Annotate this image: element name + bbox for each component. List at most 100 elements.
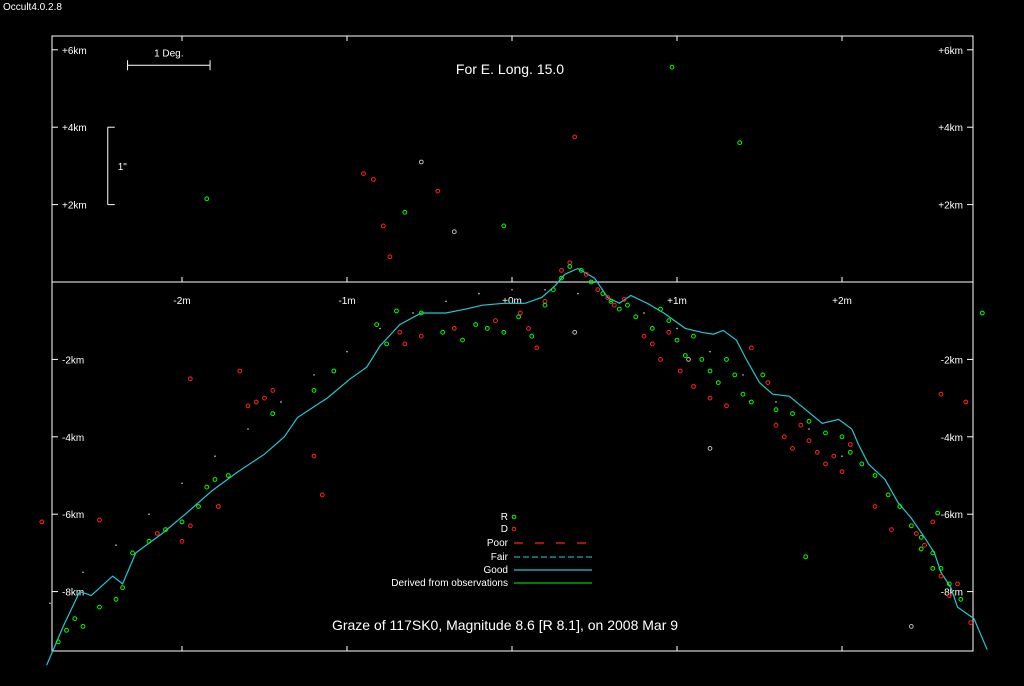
disappearance-point xyxy=(262,395,267,401)
reappearance-point xyxy=(633,314,639,320)
prediction-limit-dot xyxy=(478,292,480,295)
disappearance-point xyxy=(451,326,457,331)
reappearance-point xyxy=(691,333,696,339)
disappearance-point xyxy=(831,453,837,459)
disappearance-point xyxy=(798,422,804,428)
disappearance-point xyxy=(872,504,878,509)
reappearance-point xyxy=(567,264,573,269)
disappearance-point xyxy=(270,388,276,393)
reappearance-point xyxy=(823,430,828,436)
y-tick-label-left: +6km xyxy=(62,46,87,57)
disappearance-point xyxy=(559,268,564,273)
disappearance-point xyxy=(823,461,828,467)
reappearance-point xyxy=(97,604,102,610)
other-event-point xyxy=(572,329,578,335)
reappearance-point xyxy=(204,484,210,490)
disappearance-point xyxy=(542,299,548,304)
y-tick-label-left: -8km xyxy=(62,588,84,599)
reappearance-point xyxy=(225,473,231,478)
reappearance-point xyxy=(803,554,809,560)
reappearance-point xyxy=(859,461,865,467)
reappearance-point xyxy=(542,302,548,308)
prediction-limit-dot xyxy=(610,300,612,303)
reappearance-point xyxy=(908,523,914,529)
x-tick-label: -1m xyxy=(338,296,355,307)
y-tick-label-right: +6km xyxy=(938,46,963,57)
reappearance-point xyxy=(715,380,721,386)
prediction-limit-dot xyxy=(742,374,744,376)
disappearance-point xyxy=(922,542,927,548)
prediction-limit-dots xyxy=(49,288,843,605)
reappearance-point xyxy=(847,449,853,455)
prediction-limit-dot xyxy=(49,602,51,605)
reappearance-point xyxy=(732,372,738,378)
reappearance-point xyxy=(958,596,964,602)
disappearance-point xyxy=(493,318,498,324)
disappearance-point xyxy=(402,341,408,347)
limb-profile-line xyxy=(46,267,988,666)
prediction-limit-dot xyxy=(82,571,84,574)
reappearance-point xyxy=(55,639,61,645)
other-event-point xyxy=(451,229,457,235)
degree-scale-label: 1 Deg. xyxy=(154,48,183,59)
disappearance-point xyxy=(215,504,221,509)
app-version-label: Occult4.0.2.8 xyxy=(3,2,62,13)
disappearance-point xyxy=(517,310,523,316)
legend-good-label: Good xyxy=(484,565,508,576)
prediction-limit-dot xyxy=(280,401,282,403)
disappearance-point xyxy=(583,271,589,277)
reappearance-point xyxy=(658,306,663,312)
reappearance-point xyxy=(707,368,713,374)
prediction-limit-dot xyxy=(841,455,843,457)
disappearance-point xyxy=(319,492,325,498)
disappearance-point xyxy=(658,357,663,362)
reappearance-point xyxy=(699,357,705,362)
reappearance-point xyxy=(394,308,399,314)
reappearance-point xyxy=(418,310,424,316)
reappearance-point xyxy=(669,64,675,70)
disappearance-point xyxy=(765,380,771,386)
legend-fair-label: Fair xyxy=(491,552,509,563)
scale-bars: 1 Deg. 1" xyxy=(107,48,211,206)
reappearance-point xyxy=(682,353,688,358)
legend-poor-label: Poor xyxy=(487,538,509,549)
prediction-limit-dot xyxy=(313,374,315,376)
y-tick-label-left: -2km xyxy=(62,355,84,366)
prediction-limit-dot xyxy=(511,288,513,291)
reappearance-point xyxy=(979,310,985,316)
disappearance-point xyxy=(534,345,540,351)
reappearance-point xyxy=(946,581,952,587)
reappearance-point xyxy=(625,302,630,308)
prediction-limit-dot xyxy=(775,401,777,403)
reappearance-point xyxy=(773,407,779,413)
disappearance-point xyxy=(677,368,683,374)
legend-d-marker xyxy=(511,526,517,532)
prediction-limit-dot xyxy=(181,482,183,485)
disappearance-point xyxy=(179,538,185,544)
reappearance-point xyxy=(839,434,845,440)
disappearance-point xyxy=(187,376,193,382)
subtitle: For E. Long. 15.0 xyxy=(456,61,564,77)
reappearance-point xyxy=(484,326,490,331)
disappearance-point xyxy=(595,287,601,293)
prediction-limit-dot xyxy=(709,350,711,353)
reappearance-point xyxy=(649,326,655,331)
y-tick-label-left: -4km xyxy=(62,433,84,444)
reappearance-point xyxy=(600,291,606,297)
other-event-point xyxy=(908,624,914,629)
reappearance-point xyxy=(529,333,535,339)
reappearance-point xyxy=(501,223,507,229)
reappearance-point xyxy=(311,388,317,393)
reappearance-point xyxy=(80,624,86,629)
legend-r-marker xyxy=(511,514,517,520)
reappearance-point xyxy=(204,196,210,202)
prediction-limit-dot xyxy=(115,544,117,546)
y-tick-label-right: +2km xyxy=(938,201,963,212)
reappearance-point xyxy=(897,504,903,509)
reappearance-point xyxy=(674,337,680,343)
y-tick-label-right: -6km xyxy=(941,510,963,521)
reappearance-point xyxy=(930,550,936,556)
reappearance-point xyxy=(440,329,446,335)
reappearance-point xyxy=(740,391,746,397)
limb-profile xyxy=(46,267,988,666)
